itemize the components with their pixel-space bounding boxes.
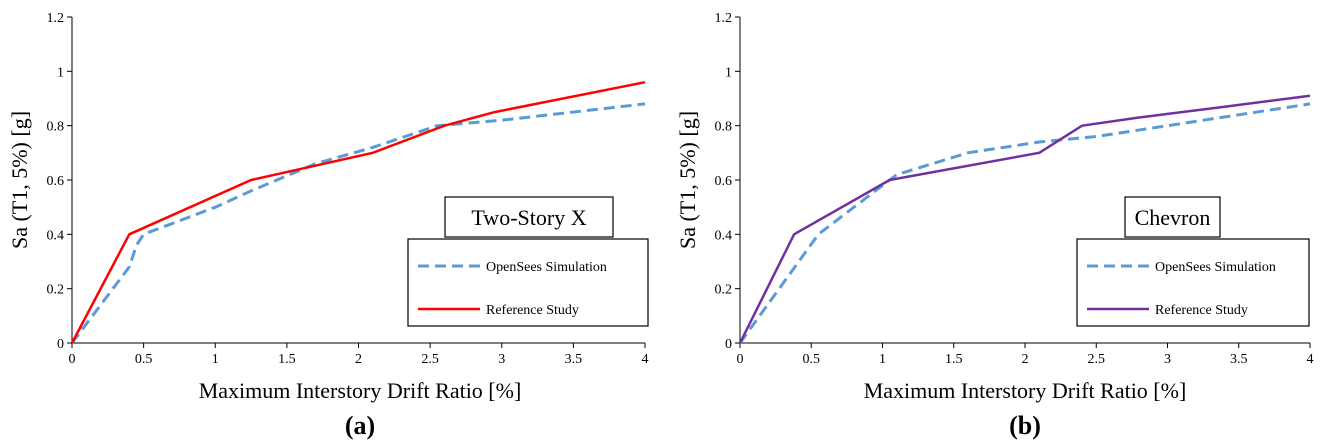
annotation-text: Chevron — [1135, 205, 1211, 230]
legend-box — [407, 238, 649, 327]
x-tick-label: 2 — [1022, 352, 1029, 367]
y-tick-label: 0.6 — [47, 174, 65, 189]
panel-label: (b) — [1009, 411, 1041, 440]
chart-panel-b: 0 0.5 1 1.5 2 2.5 3 3.5 4 0 0.2 0.4 0.6 0.8 1 1.2 Maximu… — [675, 11, 1313, 440]
series-line-reference-study — [70, 80, 646, 344]
legend-entry-label: Reference Study — [486, 303, 579, 318]
x-tick-label: 1 — [212, 352, 219, 367]
x-tick-label: 2.5 — [1088, 352, 1106, 367]
x-tick-label: 1.5 — [278, 352, 296, 367]
y-tick-label: 1 — [725, 65, 732, 80]
chart-panel-a: 0 0.5 1 1.5 2 2.5 3 3.5 4 0 0.2 0.4 0.6 0.8 1 1.2 Maximu… — [7, 11, 649, 440]
y-axis-label: Sa (T1, 5%) [g] — [7, 111, 32, 249]
y-tick-label: 1.2 — [47, 11, 65, 26]
x-tick-label: 1 — [879, 352, 886, 367]
x-tick-label: 3.5 — [1230, 352, 1248, 367]
annotation-box — [444, 196, 614, 238]
x-tick-label: 0.5 — [803, 352, 821, 367]
legend-entry-label: Reference Study — [1155, 303, 1248, 318]
x-tick-label: 3 — [1164, 352, 1171, 367]
y-tick-label: 0 — [725, 337, 732, 352]
y-tick-label: 0.4 — [47, 228, 65, 243]
y-tick-label: 0.6 — [715, 174, 733, 189]
x-tick-label: 0 — [69, 352, 76, 367]
y-tick-label: 0.4 — [715, 228, 733, 243]
y-tick-label: 0.2 — [47, 283, 65, 298]
x-tick-label: 4 — [1307, 352, 1314, 367]
x-tick-label: 3 — [498, 352, 505, 367]
x-tick-label: 4 — [642, 352, 649, 367]
y-axis-label: Sa (T1, 5%) [g] — [675, 111, 700, 249]
series-line-opensees-simulation — [70, 102, 646, 344]
x-tick-label: 2.5 — [421, 352, 439, 367]
y-tick-label: 0.8 — [47, 120, 65, 135]
x-axis-label: Maximum Interstory Drift Ratio [%] — [864, 378, 1187, 403]
series-line-opensees-simulation — [738, 102, 1311, 344]
y-tick-label: 0.8 — [715, 120, 733, 135]
series-line-reference-study — [738, 94, 1311, 344]
legend-entry-label: OpenSees Simulation — [486, 260, 607, 275]
x-tick-label: 3.5 — [565, 352, 583, 367]
annotation-text: Two-Story X — [471, 205, 586, 230]
y-tick-label: 0.2 — [715, 283, 733, 298]
x-tick-label: 0.5 — [135, 352, 153, 367]
annotation-box — [1124, 196, 1221, 238]
y-tick-label: 1.2 — [715, 11, 733, 26]
x-tick-label: 2 — [355, 352, 362, 367]
x-tick-label: 0 — [737, 352, 744, 367]
y-tick-label: 1 — [57, 65, 64, 80]
legend-box — [1076, 238, 1310, 327]
y-tick-label: 0 — [57, 337, 64, 352]
panel-label: (a) — [345, 411, 375, 440]
legend-entry-label: OpenSees Simulation — [1155, 260, 1276, 275]
x-tick-label: 1.5 — [945, 352, 963, 367]
x-axis-label: Maximum Interstory Drift Ratio [%] — [199, 378, 522, 403]
